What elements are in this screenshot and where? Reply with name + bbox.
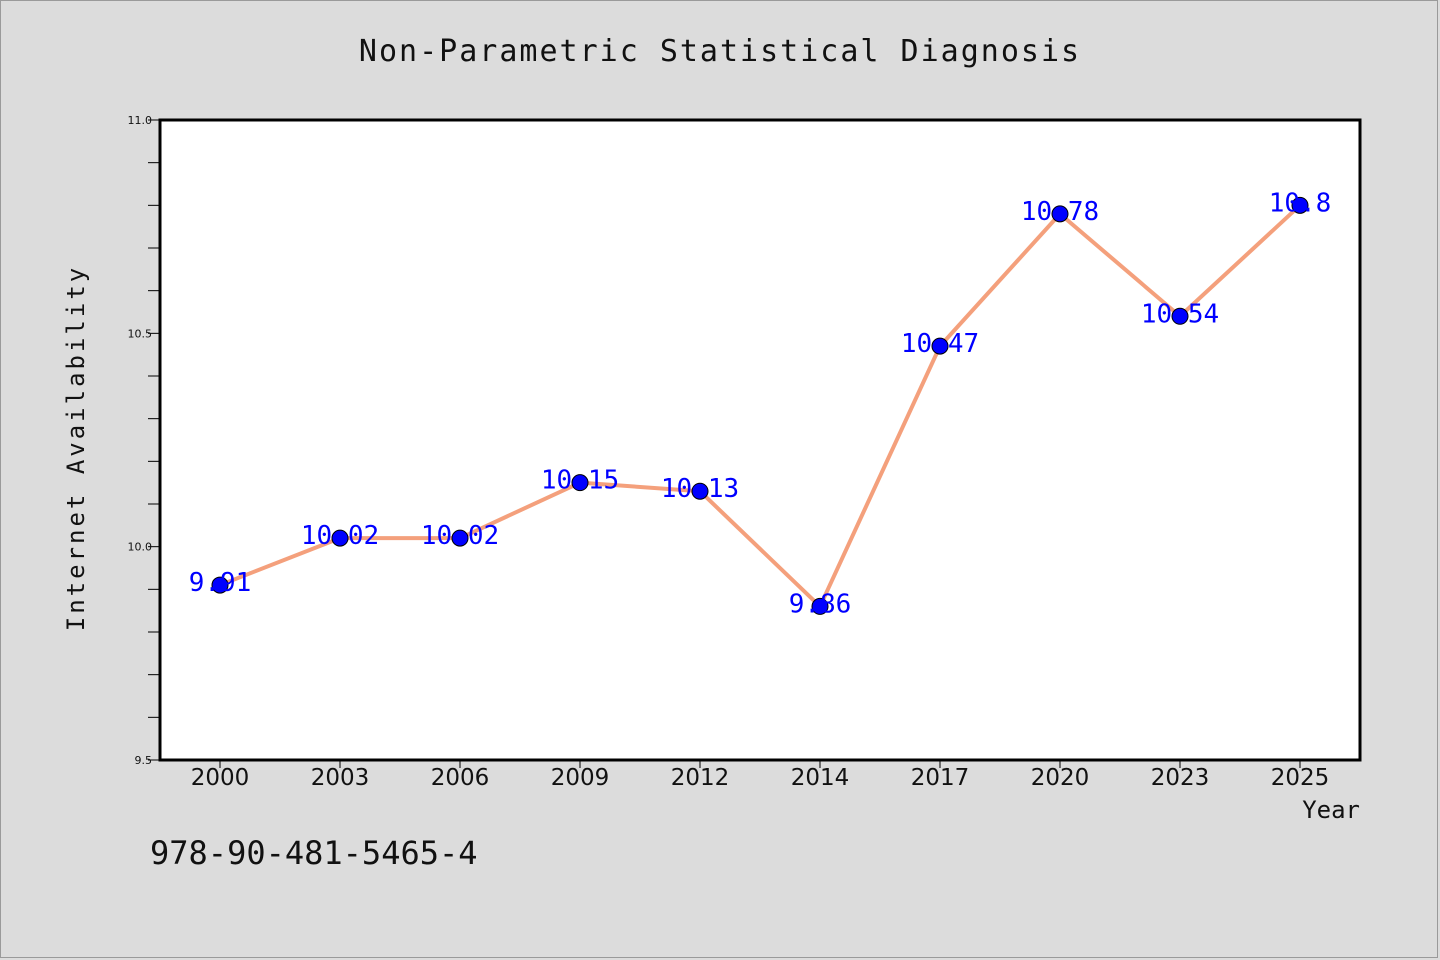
- data-point: [211, 576, 229, 594]
- data-label: 10.02: [301, 521, 379, 551]
- x-tick-label: 2020: [1031, 765, 1090, 791]
- data-label: 10.54: [1141, 299, 1219, 329]
- x-tick-label: 2014: [791, 765, 850, 791]
- x-tick-label: 2003: [311, 765, 370, 791]
- x-tick-label: 2012: [671, 765, 730, 791]
- series-line: [219, 203, 1302, 609]
- plot-area: [158, 118, 1362, 762]
- data-labels: 9.91 10.02 10.02 10.15 10.13 9.86 10.47 10.78 10…: [189, 188, 1332, 619]
- data-point: [691, 482, 709, 500]
- chart-title: Non-Parametric Statistical Diagnosis: [358, 34, 1082, 69]
- x-axis-label: Year: [1302, 796, 1360, 824]
- x-tick-label: 2017: [911, 765, 970, 791]
- x-tick-label: 2009: [551, 765, 610, 791]
- x-tick-label: 2000: [191, 765, 250, 791]
- isbn-text: 978-90-481-5465-4: [150, 834, 478, 872]
- data-label: 10.78: [1021, 197, 1099, 227]
- data-point: [1051, 205, 1069, 223]
- data-point: [451, 529, 469, 547]
- data-label: 10.8: [1269, 188, 1332, 218]
- x-tick-label: 2006: [431, 765, 490, 791]
- data-label: 10.15: [541, 466, 619, 496]
- data-label: 10.02: [421, 521, 499, 551]
- x-tick-label: 2023: [1151, 765, 1210, 791]
- y-tick-label: 10.5: [128, 327, 153, 340]
- data-label: 10.47: [901, 329, 979, 359]
- data-label: 10.13: [661, 474, 739, 504]
- series-markers: [211, 196, 1309, 615]
- x-axis-ticks: 2000 2003 2006 2009 2012 2014 2017 2020 2023 2025: [191, 760, 1330, 791]
- data-point: [571, 474, 589, 492]
- y-axis-ticks: 9.5 10.0 10.5 11.0: [128, 114, 160, 767]
- x-tick-label: 2025: [1271, 765, 1330, 791]
- y-tick-label: 10.0: [128, 541, 153, 554]
- data-label: 9.91: [189, 568, 252, 598]
- data-point: [1171, 307, 1189, 325]
- data-point: [331, 529, 349, 547]
- data-label: 9.86: [789, 589, 852, 619]
- data-point: [811, 597, 829, 615]
- data-point: [1291, 196, 1309, 214]
- y-tick-label: 11.0: [128, 114, 153, 127]
- data-point: [931, 337, 949, 355]
- y-tick-label: 9.5: [135, 754, 153, 767]
